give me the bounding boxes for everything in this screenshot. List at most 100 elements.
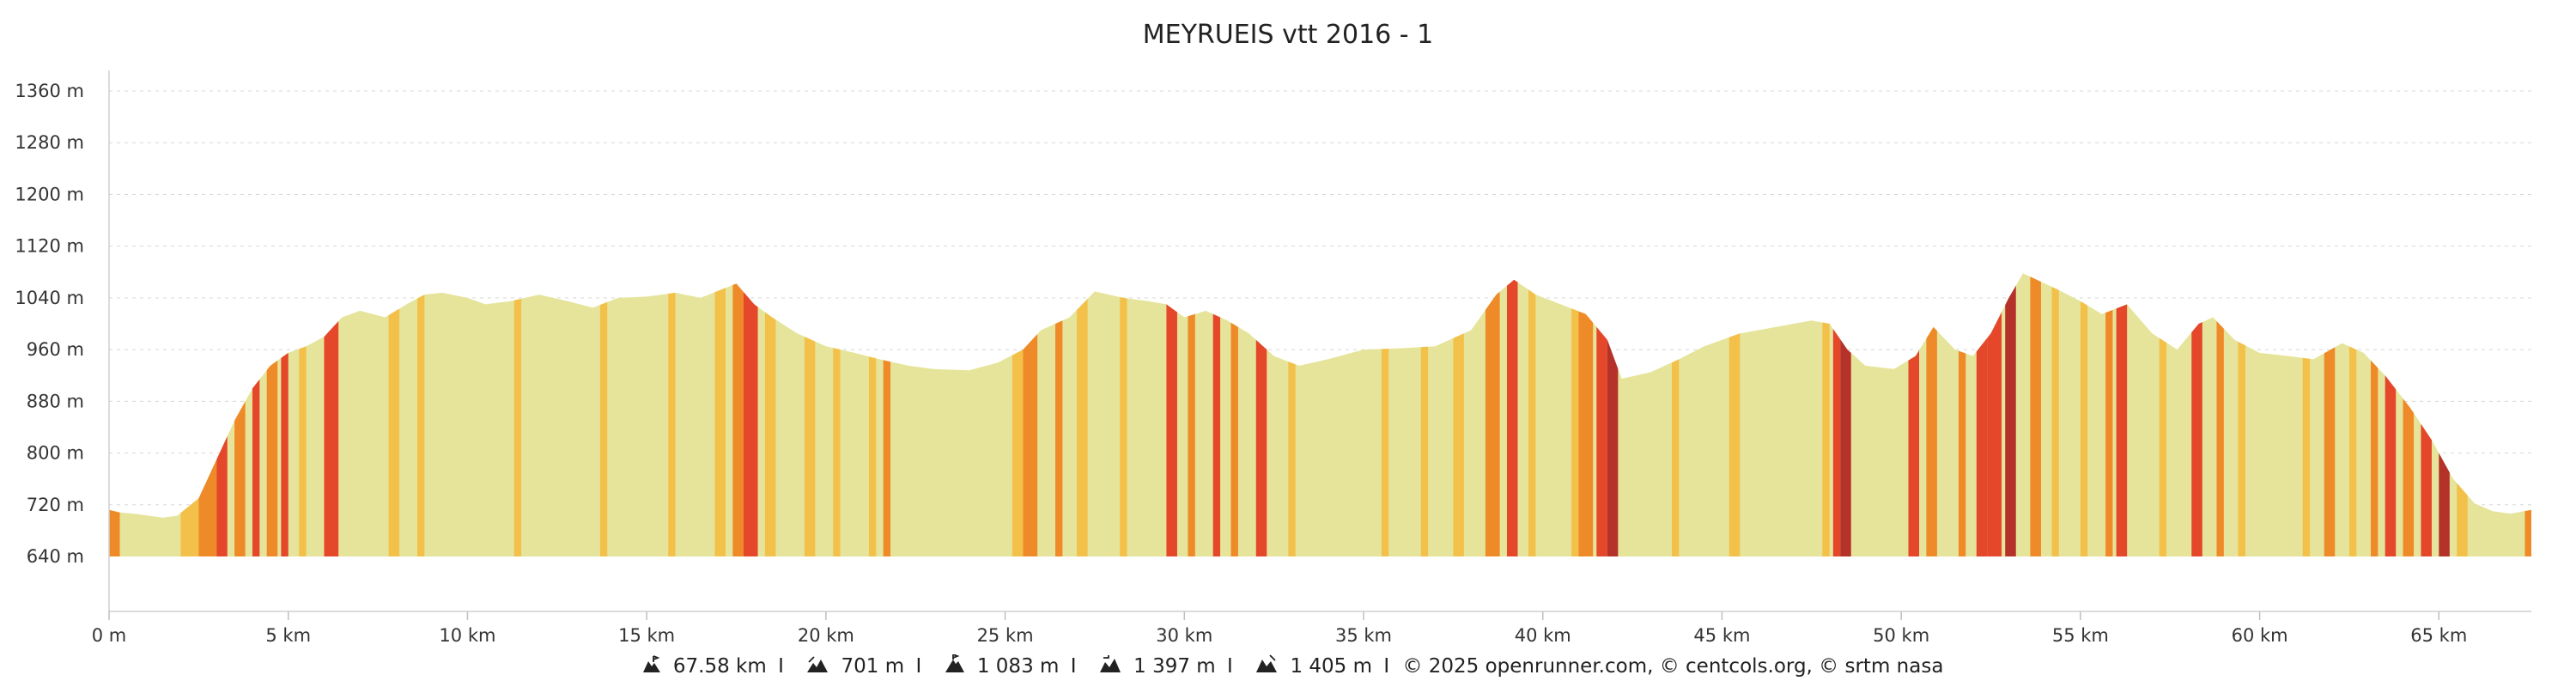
slope-band: [1188, 273, 1195, 556]
slope-band: [668, 273, 676, 556]
slope-band: [1077, 273, 1088, 556]
x-tick-label: 15 km: [618, 625, 675, 644]
slope-band: [2191, 273, 2202, 556]
y-tick-label: 640 m: [27, 546, 84, 567]
y-tick-label: 800 m: [27, 443, 84, 464]
slope-band: [804, 273, 816, 556]
slope-band: [1728, 273, 1741, 556]
climb-icon: [1098, 654, 1122, 678]
slope-band: [1822, 273, 1830, 556]
x-tick-label: 50 km: [1873, 625, 1929, 644]
y-tick-label: 720 m: [27, 495, 84, 515]
y-tick-label: 1040 m: [15, 288, 84, 308]
slope-band: [2030, 273, 2041, 556]
x-tick-label: 65 km: [2410, 625, 2467, 644]
distance-icon: [641, 654, 662, 678]
slope-band: [2005, 273, 2016, 556]
slope-band: [764, 273, 776, 556]
x-tick-label: 10 km: [439, 625, 495, 644]
slope-band: [2105, 273, 2113, 556]
y-tick-label: 880 m: [27, 391, 84, 411]
slope-band: [388, 273, 400, 556]
slope-band: [1571, 273, 1579, 556]
separator: I: [778, 655, 784, 678]
slope-band: [299, 273, 307, 556]
slope-band: [1230, 273, 1238, 556]
separator: I: [1070, 655, 1077, 678]
slope-band: [1578, 273, 1594, 556]
elevation-chart: MEYRUEIS vtt 2016 - 1 640 m 720 m 800 m 880…: [15, 20, 2531, 644]
slope-band: [883, 273, 890, 556]
slope-band: [1255, 273, 1267, 556]
slope-band: [252, 273, 260, 556]
slope-band: [1453, 273, 1464, 556]
slope-band: [2159, 273, 2167, 556]
y-tick-label: 960 m: [27, 339, 84, 360]
slope-band: [599, 273, 608, 556]
x-tick-label: 5 km: [265, 625, 311, 644]
slope-band: [1288, 273, 1296, 556]
y-axis-ticks: 640 m 720 m 800 m 880 m 960 m 1040 m 1120 m 120…: [15, 81, 84, 567]
slope-band: [2524, 273, 2531, 556]
slope-band: [1506, 273, 1518, 556]
slope-band: [1420, 273, 1429, 556]
credits: © 2025 openrunner.com, © centcols.org, ©…: [1402, 655, 1944, 678]
slope-band: [1958, 273, 1966, 556]
separator: I: [1227, 655, 1233, 678]
slope-band: [2302, 273, 2311, 556]
slope-band: [2421, 273, 2432, 556]
separator: I: [1383, 655, 1390, 678]
slope-band: [1381, 273, 1389, 556]
elevation-gain-icon: [805, 654, 829, 678]
elevation-profile: [109, 273, 2531, 556]
x-tick-label: 0 m: [92, 625, 127, 644]
slope-band: [1976, 273, 1988, 556]
slope-band: [1055, 273, 1063, 556]
chart-title: MEYRUEIS vtt 2016 - 1: [1143, 20, 1434, 50]
stat-distance: 67.58 km: [672, 655, 767, 678]
route-stats-footer: 67.58 km I 701 m I 1 083 m I 1 397 m I 1…: [0, 654, 2576, 678]
slope-band: [2457, 273, 2468, 556]
slope-band: [1607, 273, 1619, 556]
x-tick-label: 20 km: [798, 625, 854, 644]
slope-band: [2051, 273, 2059, 556]
descent-icon: [1255, 654, 1279, 678]
slope-band: [2238, 273, 2245, 556]
slope-band: [2324, 273, 2336, 556]
x-tick-label: 30 km: [1156, 625, 1212, 644]
x-tick-label: 45 km: [1693, 625, 1750, 644]
x-tick-label: 35 km: [1335, 625, 1392, 644]
x-tick-label: 60 km: [2232, 625, 2288, 644]
y-tick-label: 1120 m: [15, 236, 84, 257]
slope-band: [2348, 273, 2357, 556]
stat-elevation-gain: 701 m: [841, 655, 905, 678]
slope-band: [743, 273, 758, 556]
x-tick-label: 55 km: [2052, 625, 2109, 644]
slope-band: [2216, 273, 2224, 556]
slope-band: [216, 273, 228, 556]
axes: [108, 70, 2531, 612]
stat-4: 1 397 m: [1133, 655, 1216, 678]
slope-band: [109, 273, 120, 556]
stat-max-altitude: 1 083 m: [976, 655, 1060, 678]
slope-band: [1840, 273, 1851, 556]
slope-band: [1485, 273, 1500, 556]
y-tick-label: 1360 m: [15, 81, 84, 101]
slope-band: [732, 273, 744, 556]
slope-band: [1120, 273, 1127, 556]
slope-band: [513, 273, 522, 556]
slope-band: [266, 273, 278, 556]
slope-band: [1908, 273, 1920, 556]
slope-band: [1987, 273, 2002, 556]
slope-band: [2080, 273, 2088, 556]
slope-band: [868, 273, 877, 556]
slope-band: [714, 273, 726, 556]
profile-area: [109, 273, 2531, 556]
slope-band: [324, 273, 339, 556]
slope-band: [198, 273, 217, 556]
slope-band: [833, 273, 841, 556]
slope-band: [281, 273, 289, 556]
max-altitude-icon: [944, 654, 966, 678]
y-tick-label: 1280 m: [15, 132, 84, 153]
slope-band: [1012, 273, 1024, 556]
